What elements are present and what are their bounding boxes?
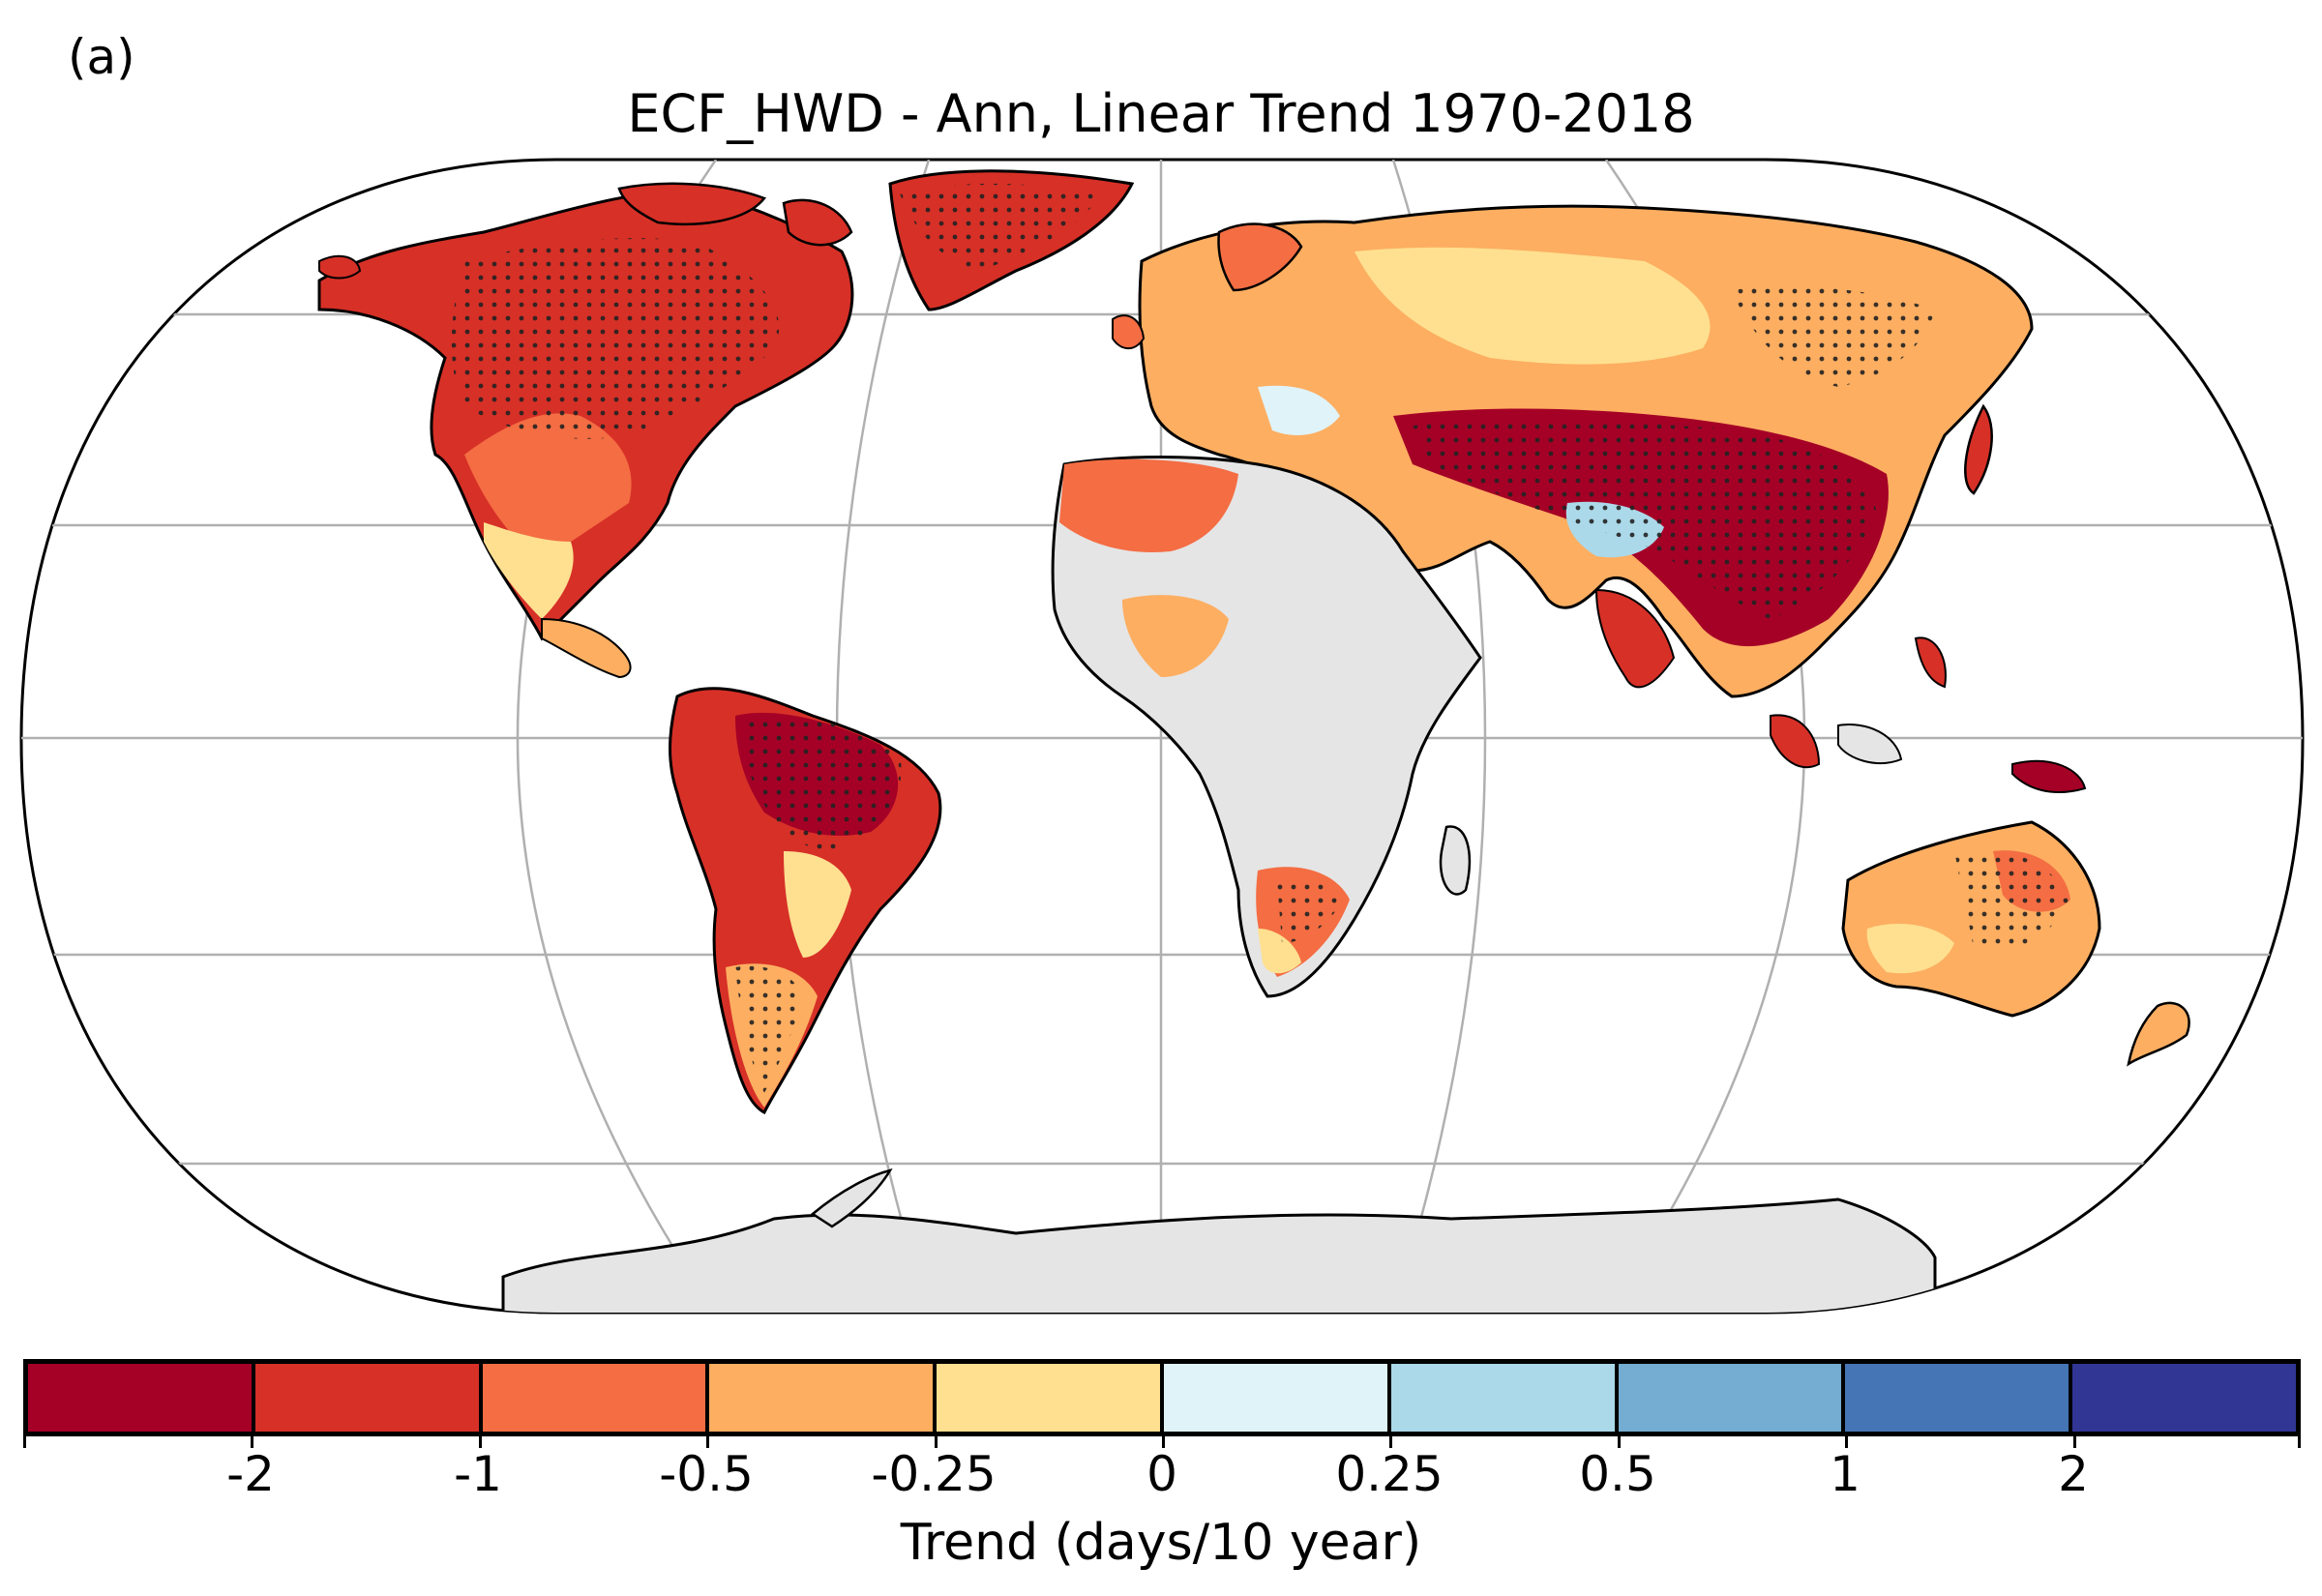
colorbar-tick [1162,1436,1165,1448]
colorbar-tick [479,1436,482,1448]
antarctica [501,1197,1937,1313]
map-title: ECF_HWD - Ann, Linear Trend 1970-2018 [627,83,1695,144]
colorbar-tick [935,1436,938,1448]
world-map [19,158,2305,1315]
colorbar-swatch [1845,1364,2073,1432]
colorbar-tick [706,1436,709,1448]
colorbar [23,1359,2301,1436]
colorbar-swatch [254,1364,483,1432]
colorbar-label: Trend (days/10 year) [900,1514,1422,1572]
colorbar-swatch [1618,1364,1846,1432]
colorbar-tick [2073,1436,2076,1448]
colorbar-tick [23,1436,26,1448]
colorbar-tick-label: 1 [1830,1446,1861,1502]
colorbar-tick-label: -0.25 [871,1446,997,1502]
significance-stippling [451,183,2070,1093]
africa [1051,456,1482,998]
colorbar-swatch [1390,1364,1619,1432]
colorbar-tick-label: -0.5 [659,1446,754,1502]
colorbar-tick [1389,1436,1392,1448]
colorbar-ticks [23,1436,2301,1456]
colorbar-swatch [2072,1364,2296,1432]
colorbar-tick-label: 0.25 [1335,1446,1444,1502]
colorbar-tick-label: -1 [454,1446,502,1502]
colorbar-tick-label: -2 [226,1446,275,1502]
colorbar-tick [1618,1436,1621,1448]
colorbar-swatch [937,1364,1164,1432]
colorbar-tick-label: 0.5 [1579,1446,1656,1502]
colorbar-tick [1845,1436,1848,1448]
panel-label: (a) [68,29,135,85]
colorbar-tick-label: 2 [2058,1446,2089,1502]
colorbar-swatch [709,1364,938,1432]
colorbar-swatch [28,1364,255,1432]
colorbar-tick [251,1436,253,1448]
colorbar-swatch [482,1364,710,1432]
colorbar-swatch [1163,1364,1391,1432]
colorbar-tick-label: 0 [1146,1446,1177,1502]
colorbar-tick [2298,1436,2301,1448]
